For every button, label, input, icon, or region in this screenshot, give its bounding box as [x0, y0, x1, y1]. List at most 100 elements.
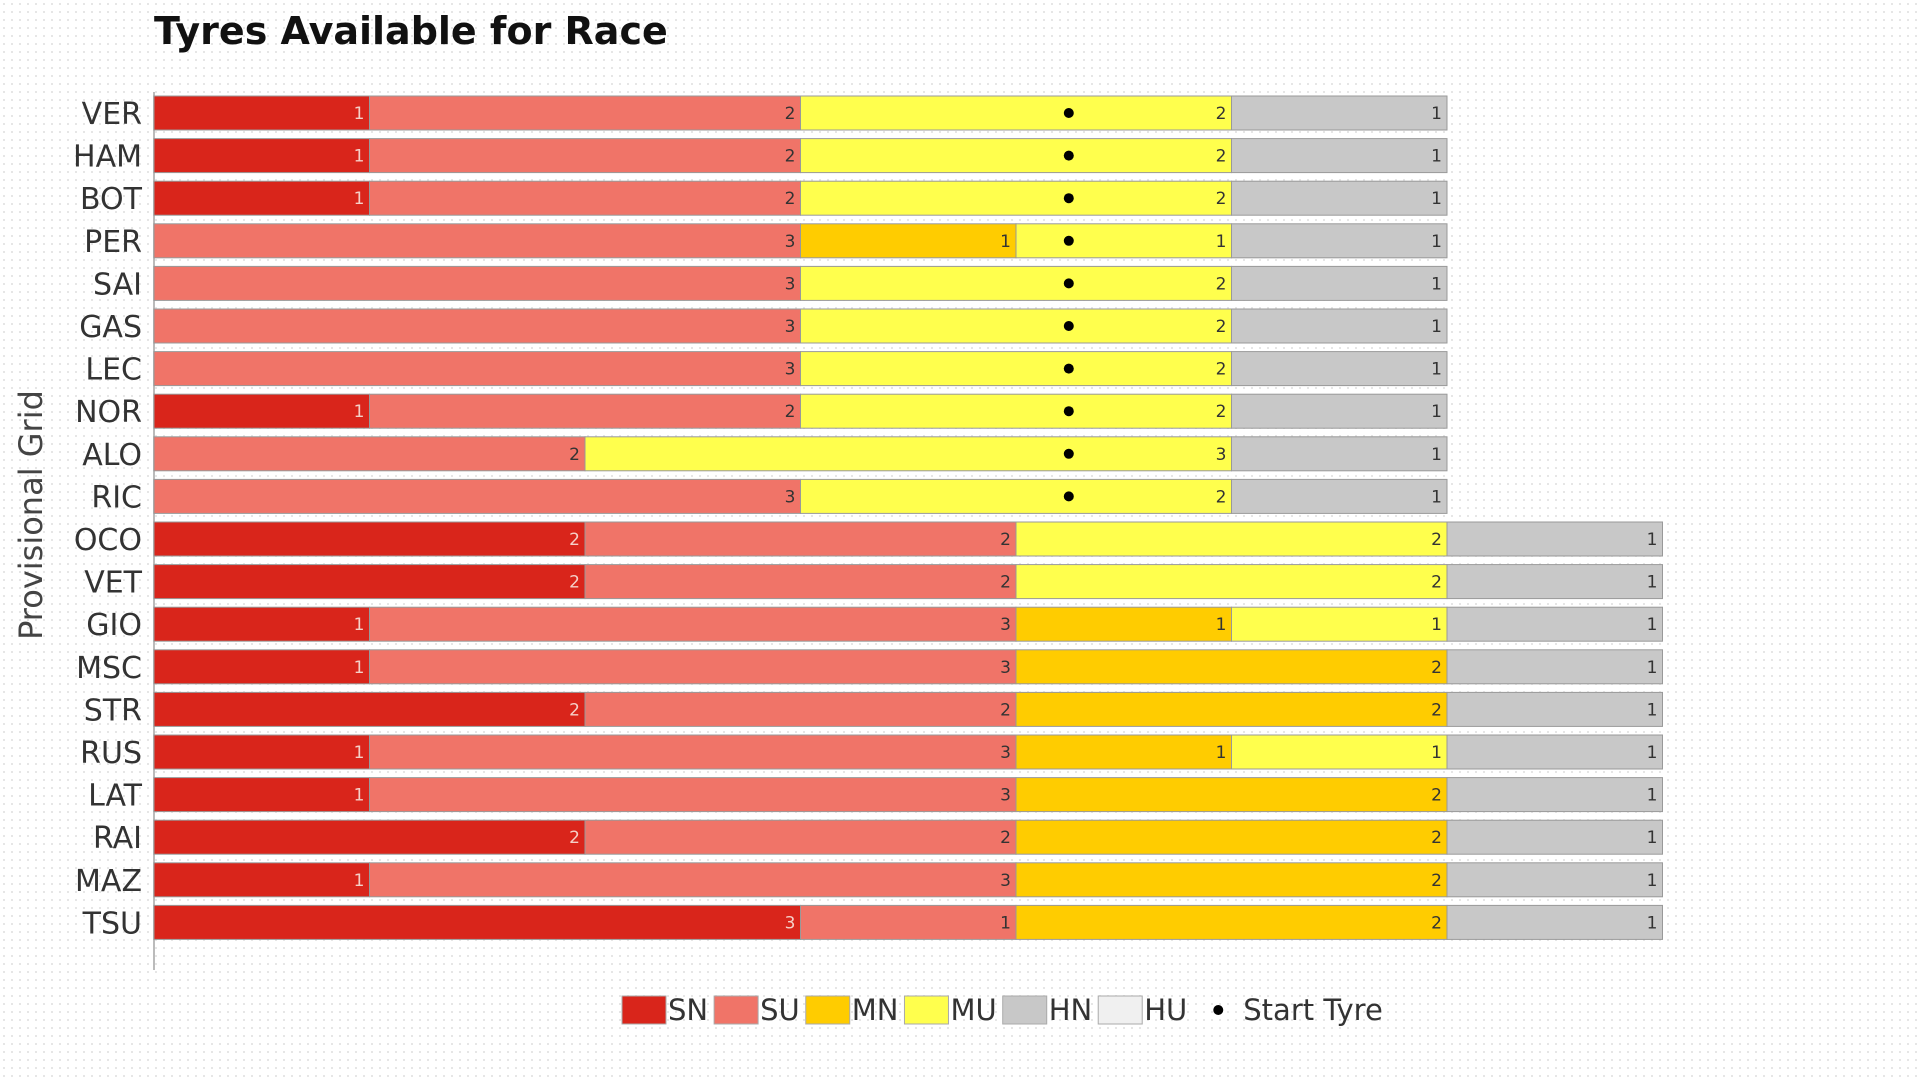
- bar-segment-hn: [1446, 691, 1663, 727]
- driver-label: LEC: [85, 353, 142, 388]
- bar-segment-su: [153, 478, 801, 514]
- bar-segment-sn: [153, 734, 370, 770]
- start-tyre-marker: [1063, 491, 1074, 502]
- bar-segment-su: [369, 180, 801, 216]
- legend-swatch: [1097, 995, 1143, 1025]
- bar-row-ham: HAM 1 2 2 1: [73, 138, 1448, 175]
- driver-label: OCO: [74, 523, 142, 558]
- bar-segment-su: [369, 649, 1017, 685]
- segment-count-label: 1: [354, 786, 365, 806]
- segment-count-label: 1: [1431, 360, 1442, 380]
- segment-count-label: 3: [785, 360, 796, 380]
- driver-label: STR: [84, 693, 142, 728]
- segment-count-label: 2: [569, 828, 580, 848]
- legend-label: MU: [950, 993, 996, 1027]
- bar-segment-hn: [1231, 223, 1448, 259]
- bar-segment-mu: [800, 308, 1232, 344]
- segment-count-label: 2: [1000, 700, 1011, 720]
- bar-segment-sn: [153, 819, 586, 855]
- bar-segment-sn: [153, 564, 586, 600]
- bar-row-per: PER 3 1 1 1: [84, 223, 1448, 260]
- legend-item-su: SU: [713, 993, 800, 1027]
- segment-count-label: 1: [1647, 743, 1658, 763]
- segment-count-label: 1: [1647, 530, 1658, 550]
- segment-count-label: 1: [1647, 573, 1658, 593]
- bar-row-bot: BOT 1 2 2 1: [80, 180, 1448, 217]
- driver-label: HAM: [73, 140, 142, 175]
- bar-segment-mu: [800, 478, 1232, 514]
- bar-row-tsu: TSU 3 1 2 1: [82, 904, 1663, 941]
- segment-count-label: 1: [1431, 232, 1442, 252]
- start-tyre-legend-icon: [1213, 1005, 1224, 1015]
- start-tyre-marker: [1063, 448, 1074, 459]
- bar-row-sai: SAI 3 2 1: [93, 265, 1448, 302]
- bar-segment-su: [153, 436, 586, 472]
- segment-count-label: 2: [1216, 360, 1227, 380]
- legend-swatch: [805, 995, 851, 1025]
- driver-label: NOR: [75, 395, 142, 430]
- bar-segment-hn: [1231, 351, 1448, 387]
- bar-segment-mu: [584, 436, 1232, 472]
- segment-count-label: 2: [1431, 828, 1442, 848]
- segment-count-label: 1: [1431, 445, 1442, 465]
- driver-label: RIC: [91, 480, 142, 515]
- bar-segment-sn: [153, 95, 370, 131]
- bar-segment-mn: [1015, 649, 1448, 685]
- bar-segment-sn: [153, 393, 370, 429]
- driver-label: VER: [82, 97, 142, 132]
- bar-segment-su: [369, 606, 1017, 642]
- segment-count-label: 1: [1647, 615, 1658, 635]
- driver-label: SAI: [93, 267, 142, 302]
- segment-count-label: 2: [1000, 573, 1011, 593]
- legend-item-mu: MU: [903, 993, 997, 1027]
- bar-segment-sn: [153, 904, 801, 940]
- driver-label: BOT: [80, 182, 143, 217]
- bar-segment-sn: [153, 180, 370, 216]
- bar-segment-hn: [1446, 904, 1663, 940]
- bar-segment-hn: [1231, 138, 1448, 174]
- segment-count-label: 1: [1647, 828, 1658, 848]
- legend-label: SN: [668, 993, 708, 1027]
- bar-segment-mu: [800, 138, 1232, 174]
- bar-segment-mu: [1231, 606, 1448, 642]
- start-tyre-marker: [1063, 193, 1074, 204]
- bar-segment-mn: [1015, 734, 1232, 770]
- legend-item-hn: HN: [1002, 993, 1092, 1027]
- segment-count-label: 1: [1216, 232, 1227, 252]
- segment-count-label: 1: [1000, 232, 1011, 252]
- bar-segment-su: [584, 564, 1017, 600]
- segment-count-label: 3: [785, 913, 796, 933]
- bar-segment-su: [153, 308, 801, 344]
- bar-segment-mu: [1015, 521, 1448, 557]
- bar-segment-su: [153, 265, 801, 301]
- bar-segment-sn: [153, 649, 370, 685]
- segment-count-label: 3: [1000, 743, 1011, 763]
- bar-segment-mu: [800, 393, 1232, 429]
- driver-label: ALO: [82, 438, 142, 473]
- segment-count-label: 2: [1431, 573, 1442, 593]
- segment-count-label: 1: [354, 189, 365, 209]
- bar-row-rai: RAI 2 2 2 1: [93, 819, 1663, 856]
- bar-segment-su: [369, 393, 801, 429]
- bar-segment-sn: [153, 862, 370, 898]
- segment-count-label: 2: [785, 104, 796, 124]
- segment-count-label: 2: [1000, 530, 1011, 550]
- bar-segment-su: [153, 351, 801, 387]
- bar-segment-hn: [1446, 521, 1663, 557]
- segment-count-label: 3: [1000, 658, 1011, 678]
- bar-row-gio: GIO 1 3 1 1 1: [86, 606, 1663, 643]
- bar-row-ric: RIC 3 2 1: [91, 478, 1448, 515]
- segment-count-label: 1: [1216, 615, 1227, 635]
- driver-label: VET: [84, 566, 142, 601]
- segment-count-label: 2: [1431, 786, 1442, 806]
- segment-count-label: 2: [569, 445, 580, 465]
- segment-count-label: 1: [1431, 317, 1442, 337]
- segment-count-label: 1: [1431, 147, 1442, 167]
- bar-segment-mu: [1231, 734, 1448, 770]
- bar-segment-hn: [1446, 734, 1663, 770]
- bar-row-oco: OCO 2 2 2 1: [74, 521, 1663, 558]
- segment-count-label: 1: [1000, 913, 1011, 933]
- segment-count-label: 2: [1431, 658, 1442, 678]
- segment-count-label: 1: [354, 871, 365, 891]
- segment-count-label: 3: [785, 317, 796, 337]
